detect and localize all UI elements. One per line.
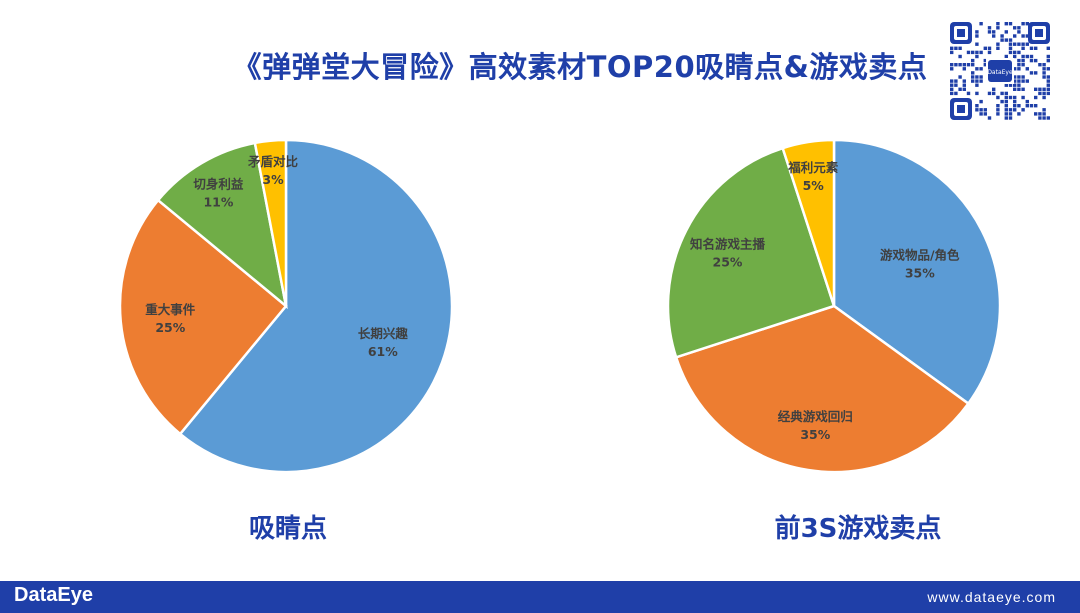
page-title: 《弹弹堂大冒险》高效素材TOP20吸睛点&游戏卖点 (232, 50, 928, 84)
pie-charts: 长期兴趣 61% 重大事件 25% 切身利益 11% 矛盾对比 3% 游戏物品/角色 35% 经典游… (118, 138, 1002, 474)
qr-code-graphic: DataEye (946, 18, 1054, 124)
pie-slice-0-3 (253, 138, 288, 307)
pie-slice-0-0 (178, 138, 454, 474)
chart-caption-right: 前3S游戏卖点 (774, 514, 942, 544)
slice-value-1-0: 35% (905, 265, 935, 280)
slice-value-0-0: 61% (368, 344, 398, 359)
chart-caption-left: 吸睛点 (248, 514, 327, 544)
slice-value-0-3: 3% (262, 172, 284, 187)
slice-label-1-1: 经典游戏回归 (778, 409, 853, 424)
slice-value-0-1: 25% (155, 320, 185, 335)
slice-value-1-1: 35% (800, 427, 830, 442)
slice-label-0-2: 切身利益 (193, 177, 244, 192)
slice-value-1-3: 5% (803, 178, 825, 193)
footer-bar: DataEye www.dataeye.com (0, 581, 1080, 613)
footer-logo: DataEye (14, 584, 93, 606)
slice-label-0-0: 长期兴趣 (358, 326, 409, 341)
pie-slice-1-2 (666, 146, 836, 359)
slice-label-1-2: 知名游戏主播 (689, 237, 766, 252)
qr-center-logo: DataEye (987, 69, 1013, 76)
qr-code: DataEye (946, 18, 1054, 124)
slice-value-1-2: 25% (713, 255, 743, 270)
pie-slice-1-3 (781, 138, 836, 307)
slice-value-0-2: 11% (203, 195, 233, 210)
pie-slice-1-1 (674, 304, 971, 474)
slice-label-1-0: 游戏物品/角色 (880, 247, 960, 262)
pie-slice-0-1 (118, 198, 288, 436)
slice-label-0-3: 矛盾对比 (247, 154, 299, 169)
pie-slice-0-2 (156, 141, 288, 310)
slice-label-0-1: 重大事件 (145, 302, 196, 317)
footer-url: www.dataeye.com (927, 589, 1056, 605)
slice-label-1-3: 福利元素 (787, 160, 839, 175)
pie-slice-1-0 (832, 138, 1002, 406)
